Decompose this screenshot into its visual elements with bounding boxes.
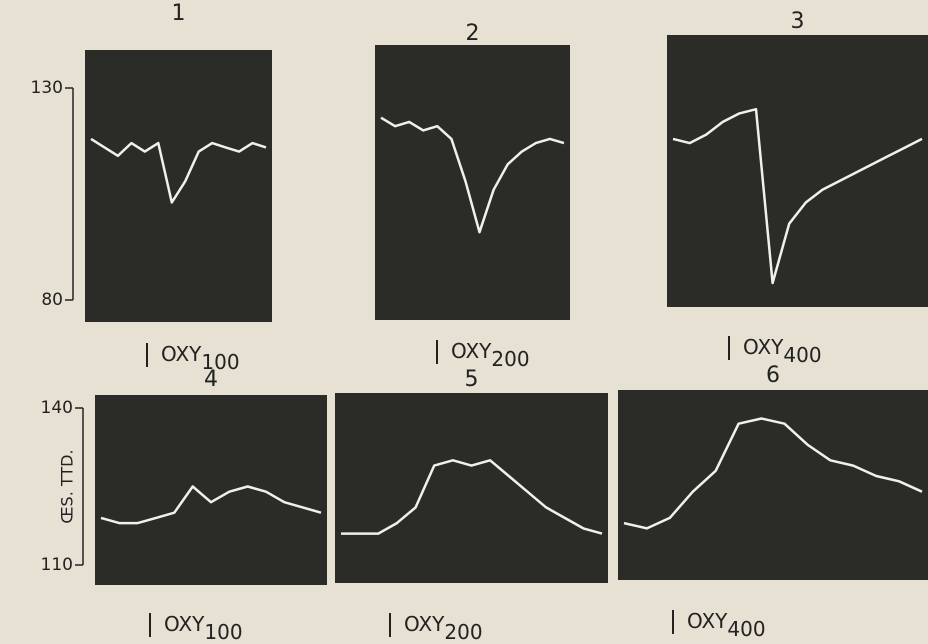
panel [375, 45, 570, 320]
panel-number: 2 [466, 21, 480, 46]
panel-number: 4 [204, 367, 218, 392]
caption-dose: 400 [783, 343, 821, 367]
caption: OXY400 [687, 609, 766, 641]
caption-drug: OXY [161, 342, 202, 366]
caption-dose: 400 [727, 617, 765, 641]
caption: OXY100 [164, 612, 243, 644]
caption: OXY200 [404, 612, 483, 644]
y-tick-label: 140 [41, 398, 73, 418]
panel-number: 6 [766, 363, 780, 388]
caption-drug: OXY [451, 339, 492, 363]
caption-dose: 200 [491, 347, 529, 371]
caption-dose: 100 [204, 620, 242, 644]
panel [85, 50, 272, 322]
y-tick-label: 130 [31, 78, 63, 98]
panel-number: 5 [465, 367, 479, 392]
panel [667, 35, 928, 307]
y-tick-label: 110 [41, 555, 73, 575]
panel-number: 1 [172, 1, 186, 26]
caption: OXY200 [451, 339, 530, 371]
caption: OXY100 [161, 342, 240, 374]
panel [95, 395, 327, 585]
y-tick-label: 80 [41, 290, 63, 310]
panel-number: 3 [791, 9, 805, 34]
panel [335, 393, 608, 583]
caption: OXY400 [743, 335, 822, 367]
caption-drug: OXY [404, 612, 445, 636]
caption-drug: OXY [743, 335, 784, 359]
figure: 180130OXY1002OXY2003OXY4004110140ŒS. TTD… [0, 0, 928, 644]
caption-drug: OXY [687, 609, 728, 633]
caption-dose: 200 [444, 620, 482, 644]
caption-drug: OXY [164, 612, 205, 636]
panel [618, 390, 928, 580]
y-axis-label: ŒS. TTD. [58, 449, 77, 523]
